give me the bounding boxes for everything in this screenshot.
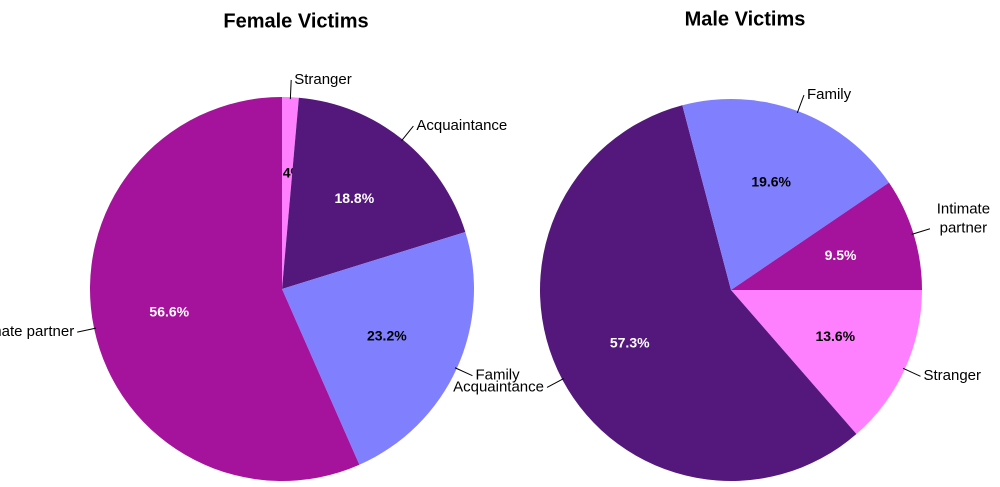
category-label: Stranger <box>923 367 981 384</box>
leader-line <box>911 228 931 235</box>
leader-line <box>902 367 921 377</box>
category-label: Intimate partner <box>0 323 74 340</box>
leader-line <box>400 125 414 142</box>
pie-slice <box>90 97 360 481</box>
pie-slice <box>540 105 857 482</box>
chart-title: Female Victims <box>223 10 368 32</box>
pie-slice <box>282 97 466 290</box>
value-label: 18.8% <box>334 190 374 206</box>
category-label: Family <box>807 86 852 103</box>
value-label: 56.6% <box>149 303 189 319</box>
value-label: 57.3% <box>610 334 650 350</box>
category-label: Family <box>475 367 520 384</box>
category-label: Acquaintance <box>453 378 544 395</box>
value-label: 19.6% <box>751 173 791 189</box>
leader-line <box>796 94 805 114</box>
pie-slice <box>731 290 922 435</box>
leader-line <box>454 367 473 377</box>
leader-line <box>77 327 97 333</box>
pie-slice <box>282 231 474 465</box>
leader-line <box>289 79 292 100</box>
category-label: Intimate partner <box>937 200 990 236</box>
value-label: 13.6% <box>815 328 855 344</box>
pie-slice <box>731 182 922 290</box>
value-label: 9.5% <box>825 247 857 263</box>
category-label: Acquaintance <box>416 117 507 134</box>
leader-line <box>546 378 565 388</box>
value-label: 23.2% <box>367 327 407 343</box>
category-label: Stranger <box>294 71 352 88</box>
pie-slice <box>282 97 299 289</box>
pie-slice <box>682 99 889 290</box>
chart-title: Male Victims <box>685 8 806 30</box>
